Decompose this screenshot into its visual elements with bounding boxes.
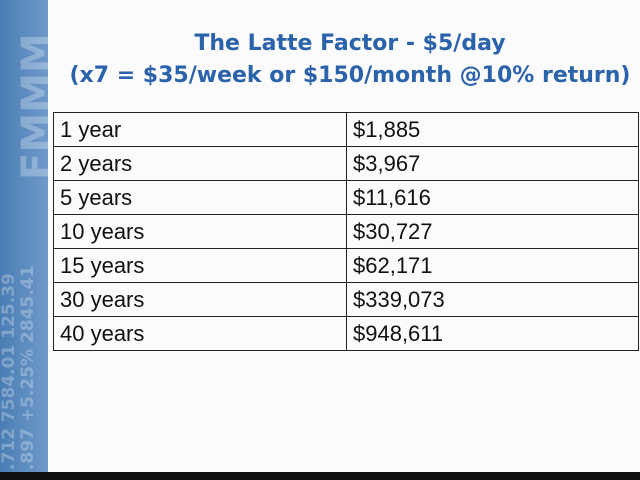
table-row: 1 year $1,885 (53, 112, 639, 147)
subtitle: (x7 = $35/week or $150/month @10% return… (69, 63, 631, 88)
title-block: The Latte Factor - $5/day (x7 = $35/week… (60, 28, 640, 92)
table: 1 year $1,885 2 years $3,967 5 years $11,616 1… (53, 112, 639, 351)
ticker-line: FMMM (14, 33, 48, 180)
amount-cell: $30,727 (346, 214, 639, 249)
title: The Latte Factor - $5/day (194, 31, 506, 56)
bottom-bar (0, 472, 640, 480)
period-cell: 1 year (53, 112, 347, 147)
table-row: 30 years $339,073 (53, 282, 639, 317)
period-cell: 2 years (53, 146, 347, 181)
table-row: 15 years $62,171 (53, 248, 639, 283)
amount-cell: $62,171 (346, 248, 639, 283)
amount-cell: $948,611 (346, 316, 639, 351)
period-cell: 10 years (53, 214, 347, 249)
ticker: .712 7584.01 125.39 .897 +5.25% 2845.41 … (0, 33, 48, 470)
amount-cell: $339,073 (346, 282, 639, 317)
period-cell: 15 years (53, 248, 347, 283)
amount-cell: $3,967 (346, 146, 639, 181)
ticker-line: .712 7584.01 125.39 (0, 273, 19, 470)
table-row: 10 years $30,727 (53, 214, 639, 249)
period-cell: 40 years (53, 316, 347, 351)
period-cell: 5 years (53, 180, 347, 215)
amount-cell: $11,616 (346, 180, 639, 215)
ticker-line: .897 +5.25% 2845.41 (18, 266, 38, 470)
table-row: 40 years $948,611 (53, 316, 639, 351)
table-row: 5 years $11,616 (53, 180, 639, 215)
amount-cell: $1,885 (346, 112, 639, 147)
sidebar: .712 7584.01 125.39 .897 +5.25% 2845.41 … (0, 0, 48, 472)
period-cell: 30 years (53, 282, 347, 317)
table-row: 2 years $3,967 (53, 146, 639, 181)
